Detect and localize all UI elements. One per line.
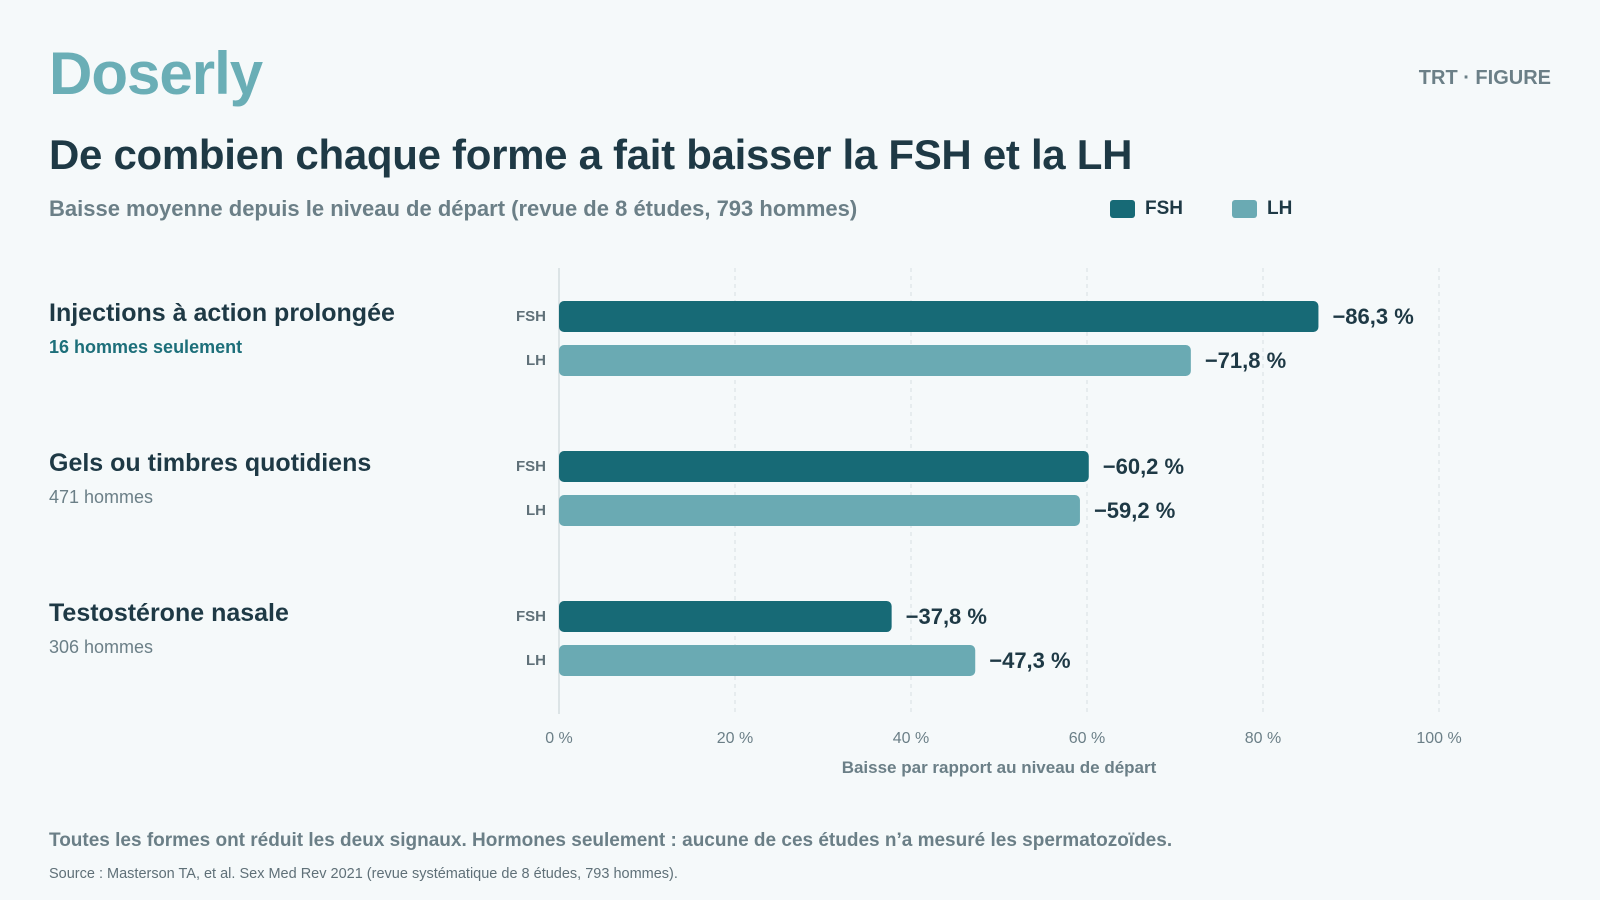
bar-lh-0 <box>559 345 1191 376</box>
page-subtitle: Baisse moyenne depuis le niveau de dépar… <box>49 196 858 221</box>
chart-bars: FSH −86,3 % LH −71,8 % FSH −60,2 % LH −59,2 % FS… <box>516 301 1414 676</box>
category-note-injections: 16 hommes seulement <box>49 337 243 357</box>
bar-series-label-lh-2: LH <box>526 652 546 669</box>
figure-tag: TRT · FIGURE <box>1418 67 1551 89</box>
footer-source: Source : Masterson TA, et al. Sex Med Re… <box>49 866 678 882</box>
x-tick-label-100: 100 % <box>1416 730 1461 747</box>
legend-label-fsh: FSH <box>1145 198 1183 219</box>
value-label-fsh-2: −37,8 % <box>906 604 987 629</box>
x-axis-label: Baisse par rapport au niveau de départ <box>842 758 1157 777</box>
bar-fsh-1 <box>559 451 1089 482</box>
x-tick-label-60: 60 % <box>1069 730 1105 747</box>
bar-series-label-fsh-0: FSH <box>516 308 546 325</box>
x-tick-label-0: 0 % <box>545 730 573 747</box>
page-title: De combien chaque forme a fait baisser l… <box>49 131 1133 178</box>
bar-fsh-2 <box>559 601 892 632</box>
legend-label-lh: LH <box>1267 198 1293 219</box>
bar-fsh-0 <box>559 301 1319 332</box>
value-label-lh-2: −47,3 % <box>989 648 1070 673</box>
bar-series-label-fsh-1: FSH <box>516 458 546 475</box>
bar-series-label-lh-1: LH <box>526 502 546 519</box>
category-label-gels: Gels ou timbres quotidiens <box>49 449 372 477</box>
legend-swatch-fsh <box>1110 200 1135 218</box>
category-note-nasal: 306 hommes <box>49 637 154 657</box>
brand-logo: Doserly <box>49 40 263 107</box>
category-label-nasal: Testostérone nasale <box>49 599 289 627</box>
x-tick-label-40: 40 % <box>893 730 929 747</box>
value-label-fsh-1: −60,2 % <box>1103 454 1184 479</box>
bar-lh-2 <box>559 645 976 676</box>
bar-lh-1 <box>559 495 1080 526</box>
category-note-gels: 471 hommes <box>49 487 154 507</box>
legend-swatch-lh <box>1232 200 1257 218</box>
value-label-lh-0: −71,8 % <box>1205 348 1286 373</box>
footer-note: Toutes les formes ont réduit les deux si… <box>49 830 1173 851</box>
legend-item-lh: LH <box>1232 197 1292 221</box>
value-label-lh-1: −59,2 % <box>1094 498 1175 523</box>
x-tick-label-20: 20 % <box>717 730 753 747</box>
chart-grid: 0 % 20 % 40 % 60 % 80 % 100 % <box>545 268 1462 747</box>
value-label-fsh-0: −86,3 % <box>1332 304 1413 329</box>
bar-series-label-fsh-2: FSH <box>516 608 546 625</box>
category-label-injections: Injections à action prolongée <box>49 299 395 327</box>
bar-series-label-lh-0: LH <box>526 352 546 369</box>
legend-item-fsh: FSH <box>1110 197 1183 221</box>
x-tick-label-80: 80 % <box>1245 730 1281 747</box>
